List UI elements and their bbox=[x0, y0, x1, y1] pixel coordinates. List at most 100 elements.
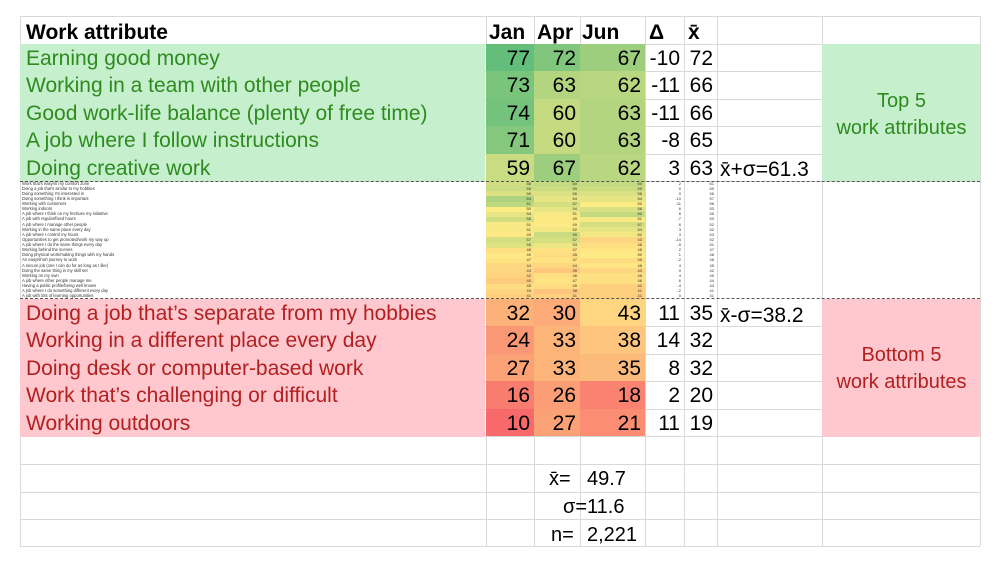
value-bottom-2-delta: 8 bbox=[668, 356, 680, 380]
middle-value-16-delta: 4 bbox=[678, 262, 681, 268]
middle-heat-cell-15-jun bbox=[580, 257, 645, 264]
middle-row-label-18: Working on my own bbox=[22, 272, 59, 278]
middle-value-14-jan: 49 bbox=[526, 252, 531, 258]
value-top-0-apr: 72 bbox=[552, 47, 576, 70]
value-top-3-apr: 60 bbox=[552, 129, 576, 153]
middle-value-11-mean: 52 bbox=[709, 236, 714, 242]
middle-value-4-mean: 56 bbox=[709, 201, 714, 207]
value-bottom-0-jan: 32 bbox=[506, 302, 530, 325]
middle-value-8-apr: 49 bbox=[572, 221, 577, 227]
value-top-1-apr: 63 bbox=[552, 74, 576, 98]
value-top-4-mean: 63 bbox=[689, 156, 713, 180]
middle-value-4-apr: 57 bbox=[572, 201, 577, 207]
middle-value-2-jun: 56 bbox=[637, 190, 642, 196]
value-top-1-jun: 62 bbox=[617, 74, 641, 98]
value-top-0-delta: -10 bbox=[649, 47, 680, 70]
heat-cell-top-2-apr bbox=[534, 98, 580, 127]
heat-cell-bottom-4-jun bbox=[580, 408, 645, 436]
middle-value-9-delta: 3 bbox=[678, 226, 681, 232]
middle-value-10-jan: 49 bbox=[526, 231, 531, 237]
sd-label: σ= bbox=[563, 496, 588, 518]
heat-cell-bottom-1-jun bbox=[580, 326, 645, 354]
middle-value-10-mean: 53 bbox=[709, 231, 714, 237]
value-bottom-4-apr: 27 bbox=[552, 411, 576, 435]
heat-cell-top-0-apr bbox=[534, 44, 580, 72]
middle-value-16-jan: 44 bbox=[526, 262, 531, 268]
value-top-2-mean: 66 bbox=[689, 101, 713, 125]
middle-value-5-mean: 53 bbox=[709, 206, 714, 212]
middle-heat-cell-19-jun bbox=[580, 278, 645, 284]
value-bottom-3-jun: 18 bbox=[617, 384, 641, 408]
middle-value-11-jun: 43 bbox=[637, 236, 642, 242]
grid-vline-0 bbox=[20, 16, 21, 546]
middle-heat-cell-11-jun bbox=[580, 237, 645, 243]
top-threshold: x̄+σ=61.3 bbox=[720, 158, 809, 181]
middle-heat-cell-15-apr bbox=[534, 257, 580, 264]
middle-value-20-apr: 45 bbox=[572, 283, 577, 289]
heat-cell-top-1-jun bbox=[580, 71, 645, 99]
middle-row-label-16: A secure job (one I can do for as long a… bbox=[22, 262, 109, 268]
middle-value-3-jan: 64 bbox=[526, 195, 531, 201]
middle-value-20-mean: 44 bbox=[709, 283, 714, 289]
middle-heat-cell-22-jun bbox=[580, 293, 645, 300]
middle-heat-cell-2-jan bbox=[486, 191, 534, 197]
middle-value-2-delta: 0 bbox=[678, 190, 681, 196]
middle-row-label-8: A job where I manage other people bbox=[22, 221, 87, 227]
middle-value-5-jan: 50 bbox=[526, 206, 531, 212]
middle-value-0-mean: 61 bbox=[709, 180, 714, 186]
middle-value-10-delta: 3 bbox=[678, 231, 681, 237]
middle-value-17-apr: 39 bbox=[572, 267, 577, 273]
middle-value-22-mean: 41 bbox=[709, 293, 714, 299]
middle-heat-cell-8-jan bbox=[486, 222, 534, 228]
middle-value-9-jan: 51 bbox=[526, 226, 531, 232]
value-top-3-delta: -8 bbox=[661, 129, 680, 153]
middle-heat-cell-9-jun bbox=[580, 227, 645, 233]
middle-heat-cell-22-apr bbox=[534, 293, 580, 300]
middle-heat-cell-9-jan bbox=[486, 227, 534, 233]
bottomLabel-line-1: work attributes bbox=[836, 371, 967, 393]
middle-value-15-delta: -2 bbox=[677, 257, 681, 263]
middle-heat-cell-4-jan bbox=[486, 201, 534, 208]
middle-value-13-jun: 48 bbox=[637, 247, 642, 253]
middle-heat-cell-14-jun bbox=[580, 252, 645, 259]
middle-value-3-jun: 54 bbox=[637, 195, 642, 201]
middle-value-7-apr: 49 bbox=[572, 216, 577, 222]
middle-row-label-5: Working indoors bbox=[22, 206, 53, 212]
value-top-4-apr: 67 bbox=[552, 156, 576, 180]
middle-value-21-jan: 43 bbox=[526, 288, 531, 294]
middle-value-1-mean: 59 bbox=[709, 185, 714, 191]
bottomLabel-line-0: Bottom 5 bbox=[861, 344, 942, 366]
middle-value-15-apr: 47 bbox=[572, 257, 577, 263]
row-label-bottom-2: Doing desk or computer-based work bbox=[26, 356, 364, 380]
middle-value-18-jan: 42 bbox=[526, 272, 531, 278]
middle-heat-cell-4-apr bbox=[534, 201, 580, 208]
value-top-0-jan: 77 bbox=[506, 47, 530, 70]
middle-value-12-mean: 51 bbox=[709, 242, 714, 248]
middle-value-2-apr: 56 bbox=[572, 190, 577, 196]
middle-value-19-mean: 44 bbox=[709, 277, 714, 283]
middle-value-18-apr: 46 bbox=[572, 272, 577, 278]
middle-heat-cell-10-apr bbox=[534, 232, 580, 238]
middle-value-3-apr: 54 bbox=[572, 195, 577, 201]
bottom-5-label: Bottom 5 work attributes bbox=[823, 342, 980, 396]
middle-value-16-jun: 48 bbox=[637, 262, 642, 268]
heat-cell-bottom-4-apr bbox=[534, 408, 580, 436]
middle-heat-cell-0-apr bbox=[534, 181, 580, 187]
bottom-label-background bbox=[822, 299, 980, 437]
middle-value-0-jun: 60 bbox=[637, 180, 642, 186]
heat-cell-bottom-0-jan bbox=[486, 299, 534, 327]
middle-heat-cell-15-jan bbox=[486, 257, 534, 264]
middle-value-0-delta: 2 bbox=[678, 180, 681, 186]
middle-heat-cell-10-jun bbox=[580, 232, 645, 238]
value-bottom-2-apr: 33 bbox=[552, 356, 576, 380]
mean-value: 49.7 bbox=[587, 468, 626, 490]
middle-row-label-3: Doing something I think is important bbox=[22, 195, 89, 201]
middle-value-2-mean: 56 bbox=[709, 190, 714, 196]
heat-cell-bottom-2-jan bbox=[486, 353, 534, 382]
heat-cell-top-0-jan bbox=[486, 44, 534, 72]
middle-value-17-delta: 0 bbox=[678, 267, 681, 273]
middle-value-18-mean: 45 bbox=[709, 272, 714, 278]
middle-row-label-11: Opportunities to get promoted/work my wa… bbox=[22, 236, 109, 242]
heat-cell-top-1-apr bbox=[534, 71, 580, 99]
middle-row-label-20: Having a public profile/being well known bbox=[22, 283, 97, 289]
